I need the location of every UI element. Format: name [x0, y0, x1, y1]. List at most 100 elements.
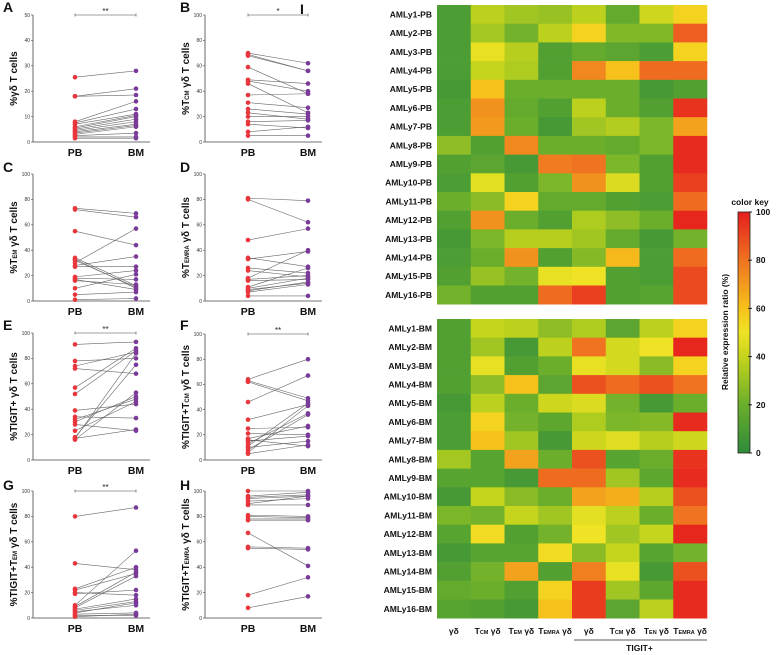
x-tick-label-bm: BM [300, 147, 317, 159]
heatmap-cell [572, 487, 607, 507]
x-tick-label-pb: PB [68, 623, 83, 635]
heatmap-cell [673, 319, 708, 338]
column-label-main: γδ [449, 626, 459, 636]
row-label: AMLy13-BM [384, 548, 432, 558]
pair-line [74, 115, 137, 128]
bm-point [133, 371, 139, 376]
heatmap-cell [673, 210, 708, 230]
heatmap-cell [437, 42, 472, 62]
pair-line [74, 351, 137, 367]
y-axis-label: %TIGIT+TEM γδ T cells [9, 502, 20, 606]
column-label-subscript: EM [514, 630, 523, 636]
heatmap-cell [470, 248, 505, 268]
heatmap-cell [470, 412, 505, 432]
heatmap-cell [639, 524, 674, 544]
heatmap-cell [572, 210, 607, 230]
heatmap-cell [639, 319, 674, 338]
row-label: AMLy11-BM [384, 510, 432, 520]
heatmap-cell [504, 5, 539, 24]
heatmap-cell [538, 506, 573, 525]
column-label-suffix: γδ [522, 626, 534, 636]
heatmap-cell [470, 154, 505, 174]
pair-line [74, 429, 137, 439]
column-label-suffix: γδ [695, 626, 707, 636]
pb-point [245, 237, 251, 243]
pair-line [74, 108, 137, 124]
y-tick-label: 40 [24, 248, 30, 254]
heatmap-cell [605, 266, 640, 286]
heatmap-cell [437, 117, 472, 137]
heatmap-cell [437, 487, 472, 507]
heatmap-cell [470, 192, 505, 211]
pb-point [245, 268, 251, 273]
pb-point [245, 426, 251, 431]
heatmap-cell [470, 337, 505, 357]
heatmap-cell [437, 393, 472, 413]
heatmap-cell [605, 23, 640, 43]
bm-point [133, 226, 139, 231]
pair-line [247, 102, 309, 109]
heatmap-cell [437, 229, 472, 249]
y-tick-label: 20 [24, 89, 30, 95]
bm-point [133, 68, 139, 74]
group-label: TIGIT+ [626, 643, 653, 653]
significance-label: ** [275, 326, 281, 335]
pair-line [74, 88, 137, 97]
heatmap-cell [605, 375, 640, 395]
heatmap-cell [639, 337, 674, 357]
pair-line [247, 596, 309, 609]
column-label: TEMRA γδ [673, 626, 707, 636]
heatmap-cell [605, 192, 640, 211]
y-tick-label: 80 [24, 356, 30, 362]
heatmap-cell [470, 98, 505, 118]
pb-point [72, 286, 78, 291]
panel-letter: E [3, 317, 12, 333]
pair-line [247, 495, 309, 504]
heatmap-cell [470, 285, 505, 305]
heatmap-cell [504, 431, 539, 451]
heatmap-cell [470, 173, 505, 193]
y-tick-label: 0 [27, 299, 30, 305]
pair-line [74, 94, 137, 97]
pb-point [72, 74, 78, 80]
pair-line [247, 375, 309, 403]
pair-line [247, 120, 309, 122]
heatmap-cell [673, 524, 708, 544]
heatmap-cell [470, 79, 505, 99]
heatmap-cell [437, 375, 472, 395]
heatmap-cell [437, 192, 472, 211]
column-label-main: T [509, 626, 515, 636]
bm-point [133, 296, 139, 301]
color-key-tick-label: 60 [756, 303, 766, 313]
bm-point [305, 118, 311, 123]
pb-point [72, 342, 78, 347]
pair-line [247, 404, 309, 420]
heatmap-cell [639, 173, 674, 193]
heatmap-cell [437, 135, 472, 155]
x-tick-label-bm: BM [128, 306, 145, 318]
heatmap-cell [605, 135, 640, 155]
x-tick-label-bm: BM [300, 623, 317, 635]
heatmap-cell [538, 599, 573, 619]
heatmap-cell [470, 468, 505, 488]
heatmap-cell [572, 543, 607, 563]
heatmap-cell [572, 356, 607, 376]
heatmap-cell [572, 285, 607, 305]
heatmap-cell [538, 393, 573, 413]
bm-point [305, 247, 311, 253]
pb-point [245, 431, 251, 436]
heatmap-cell [605, 412, 640, 432]
heatmap-cell [437, 210, 472, 230]
row-label: AMLy3-BM [388, 361, 432, 371]
column-label-main: T [475, 626, 481, 636]
pb-point [245, 399, 251, 405]
heatmap-cell [504, 393, 539, 413]
pair-line [74, 113, 137, 125]
heatmap-cell [504, 285, 539, 305]
heatmap-cell [437, 61, 472, 81]
pair-line [247, 267, 309, 274]
bm-point [133, 277, 139, 282]
row-label: AMLy15-PB [385, 271, 432, 281]
bm-point [133, 92, 139, 98]
bm-point [305, 356, 311, 362]
